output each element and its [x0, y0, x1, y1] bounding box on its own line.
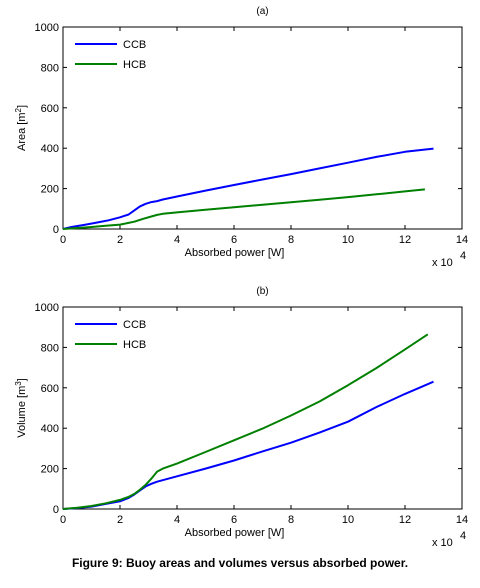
x-axis-label: Absorbed power [W] [185, 247, 285, 259]
x-tick-label: 6 [231, 234, 237, 246]
x-axis-multiplier: x 10 [432, 537, 453, 549]
y-axis-label: Area [m2] [14, 105, 29, 151]
y-axis-label: Volume [m3] [14, 378, 29, 437]
y-tick-label: 200 [41, 464, 59, 476]
plot-area-frame [62, 306, 463, 510]
y-tick-label: 1000 [35, 22, 59, 34]
x-axis-label: Absorbed power [W] [185, 527, 285, 539]
x-tick-label: 2 [117, 234, 123, 246]
chart-legend: CCB HCB [75, 319, 146, 351]
x-axis-multiplier: x 10 [432, 257, 453, 269]
y-tick-label: 600 [41, 383, 59, 395]
y-tick-label: 0 [53, 224, 59, 236]
legend-label-hcb: HCB [123, 59, 146, 71]
y-tick-label: 200 [41, 184, 59, 196]
x-tick-label: 0 [60, 234, 66, 246]
x-tick-label: 10 [342, 234, 354, 246]
x-tick-label: 2 [117, 514, 123, 526]
series-line-hcb [62, 188, 425, 230]
figure-caption: Figure 9: Buoy areas and volumes versus … [71, 556, 409, 570]
series-line-hcb [62, 333, 429, 510]
x-tick-label: 8 [288, 234, 294, 246]
x-tick-label: 0 [60, 514, 66, 526]
x-tick-label: 14 [456, 234, 468, 246]
y-tick-label: 600 [41, 103, 59, 115]
legend-label-ccb: CCB [123, 319, 146, 331]
x-tick-label: 10 [342, 514, 354, 526]
series-line-ccb [62, 147, 434, 230]
x-tick-label: 6 [231, 514, 237, 526]
panel-label: (a) [256, 6, 268, 17]
x-tick-label: 12 [399, 514, 411, 526]
x-tick-label: 4 [174, 234, 180, 246]
panel-label: (b) [256, 286, 268, 297]
y-tick-label: 1000 [35, 302, 59, 314]
x-tick-label: 14 [456, 514, 468, 526]
plot-area-frame [62, 26, 463, 230]
chart-legend: CCB HCB [75, 39, 146, 71]
figure-canvas: (a)0 2 4 6 8 10 12 1402004006008001000Absorbed … [14, 6, 469, 549]
chart-panel-1: (a) 0 2 4 6 8 10 12 14 0 200 400 600 800 1000 Absorbed … [14, 6, 469, 269]
y-tick-label: 800 [41, 62, 59, 74]
x-axis-multiplier-exponent: 4 [460, 530, 466, 542]
x-tick-label: 12 [399, 234, 411, 246]
legend-label-hcb: HCB [123, 339, 146, 351]
x-axis-multiplier-exponent: 4 [460, 250, 466, 262]
y-tick-label: 400 [41, 143, 59, 155]
chart-panel-2: (b) 0 2 4 6 8 10 12 14 0 200 400 600 800 1000 Absorbed … [14, 286, 469, 549]
y-tick-label: 400 [41, 423, 59, 435]
legend-label-ccb: CCB [123, 39, 146, 51]
y-tick-label: 0 [53, 504, 59, 516]
x-tick-label: 8 [288, 514, 294, 526]
y-tick-label: 800 [41, 342, 59, 354]
x-tick-label: 4 [174, 514, 180, 526]
